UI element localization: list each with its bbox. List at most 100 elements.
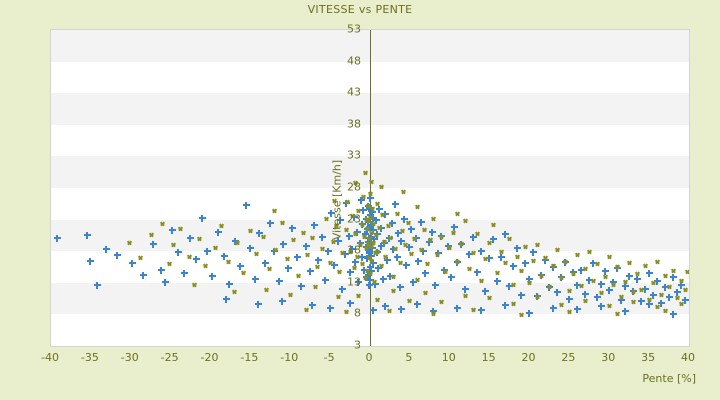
data-point xyxy=(375,201,380,206)
data-point xyxy=(603,274,608,279)
data-point xyxy=(360,266,368,274)
data-point xyxy=(441,266,449,274)
data-point xyxy=(387,272,395,280)
y-tick-label: 28 xyxy=(347,180,361,194)
data-point xyxy=(669,274,677,282)
data-point xyxy=(192,255,200,263)
data-point xyxy=(486,255,494,263)
y-tick-label: 53 xyxy=(347,22,361,36)
x-tick-label: 25 xyxy=(561,351,576,364)
data-point xyxy=(422,270,430,278)
data-point xyxy=(415,277,420,282)
data-point xyxy=(474,269,482,277)
data-point xyxy=(208,272,216,280)
data-point xyxy=(242,202,250,210)
data-point xyxy=(425,261,430,266)
data-point xyxy=(409,251,414,256)
y-tick-label: 8 xyxy=(354,306,361,320)
plot-area xyxy=(50,29,690,347)
data-point xyxy=(220,252,228,260)
data-point xyxy=(128,260,136,268)
data-point xyxy=(613,265,621,273)
x-tick-label: 10 xyxy=(441,351,456,364)
y-tick-label: 43 xyxy=(347,85,361,99)
data-point xyxy=(328,260,333,265)
x-tick-label: -40 xyxy=(41,351,59,364)
data-point xyxy=(557,274,565,282)
data-point xyxy=(363,275,368,280)
data-point xyxy=(157,266,165,274)
data-point xyxy=(627,260,632,265)
y-tick-label: 13 xyxy=(347,275,361,289)
data-point xyxy=(571,271,576,276)
x-tick-label: -30 xyxy=(120,351,139,364)
data-point xyxy=(601,267,609,275)
data-point xyxy=(663,273,668,278)
data-point xyxy=(181,269,189,277)
data-point xyxy=(365,271,373,279)
data-point xyxy=(415,257,423,265)
data-point xyxy=(455,211,460,216)
data-point xyxy=(262,259,270,267)
data-point xyxy=(267,266,272,271)
x-tick-label: -15 xyxy=(240,351,259,364)
data-point xyxy=(383,254,388,259)
data-point xyxy=(569,269,577,277)
x-tick-label: -10 xyxy=(280,351,299,364)
x-tick-label: 20 xyxy=(521,351,536,364)
data-point xyxy=(393,254,401,262)
data-point xyxy=(515,254,520,259)
data-point xyxy=(435,252,440,257)
data-point xyxy=(583,266,588,271)
data-point xyxy=(401,189,406,194)
data-point xyxy=(395,211,400,216)
x-axis-label: Pente [%] xyxy=(642,372,696,385)
data-point xyxy=(187,254,192,259)
data-point xyxy=(376,205,384,213)
y-tick-label: 23 xyxy=(347,212,361,226)
data-point xyxy=(522,260,529,268)
x-tick-label: -5 xyxy=(323,351,335,364)
x-tick-label: 35 xyxy=(641,351,656,364)
data-point xyxy=(398,260,403,265)
data-point xyxy=(382,211,390,219)
data-point xyxy=(367,252,375,260)
data-point xyxy=(241,270,246,275)
data-point xyxy=(403,261,411,269)
data-point xyxy=(577,266,585,274)
zero-axis-line xyxy=(370,30,371,346)
data-point xyxy=(435,250,443,258)
data-point xyxy=(607,254,612,259)
data-point xyxy=(380,275,388,283)
x-tick-label: -35 xyxy=(80,351,99,364)
x-tick-label: 0 xyxy=(365,351,373,364)
data-point xyxy=(138,255,143,260)
data-point xyxy=(495,270,500,275)
data-point xyxy=(685,269,689,274)
data-point xyxy=(391,274,396,279)
data-point xyxy=(541,256,549,264)
data-point xyxy=(595,261,600,266)
data-point xyxy=(575,252,580,257)
data-point xyxy=(140,271,147,279)
data-point xyxy=(543,255,548,260)
data-point xyxy=(498,254,506,262)
x-tick-label: -20 xyxy=(200,351,219,364)
data-point xyxy=(285,256,290,261)
chart-title: VITESSE vs PENTE xyxy=(307,3,413,16)
data-point xyxy=(526,275,533,283)
data-point xyxy=(314,257,322,265)
data-point xyxy=(254,251,259,256)
data-point xyxy=(272,208,277,213)
data-point xyxy=(357,197,365,205)
y-tick-label: 48 xyxy=(347,54,361,68)
data-point xyxy=(563,259,568,264)
data-point xyxy=(561,259,569,267)
data-point xyxy=(467,266,472,271)
data-point xyxy=(655,259,660,264)
data-point xyxy=(360,261,365,266)
data-point xyxy=(549,264,557,272)
x-tick-label: 40 xyxy=(681,351,695,364)
data-point xyxy=(370,260,378,268)
